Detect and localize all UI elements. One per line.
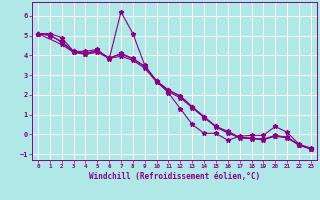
X-axis label: Windchill (Refroidissement éolien,°C): Windchill (Refroidissement éolien,°C): [89, 172, 260, 181]
